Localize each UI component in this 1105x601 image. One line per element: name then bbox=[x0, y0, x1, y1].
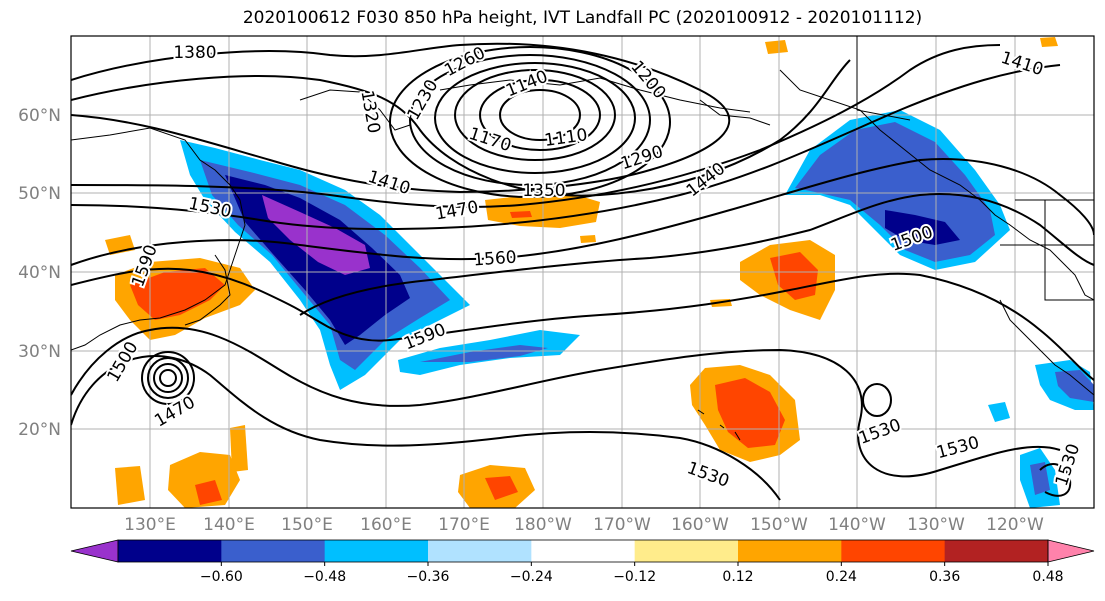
colorbar-tick-label: −0.12 bbox=[613, 569, 656, 585]
colorbar-tick-label: 0.36 bbox=[929, 569, 960, 585]
colorbar-bin bbox=[738, 540, 842, 562]
lat-label-30n: 30°N bbox=[18, 342, 61, 362]
colorbar-bin bbox=[634, 540, 739, 562]
colorbar bbox=[70, 539, 1095, 566]
lon-label-140e: 140°E bbox=[203, 515, 255, 535]
lon-label-170e: 170°E bbox=[438, 515, 490, 535]
colorbar-bin bbox=[118, 540, 222, 562]
colorbar-tick-label: −0.48 bbox=[303, 569, 346, 585]
graticule bbox=[71, 36, 1094, 508]
contour-label: 1350 bbox=[522, 181, 565, 201]
contour-label: 1560 bbox=[473, 248, 518, 271]
contour-label: 1380 bbox=[173, 43, 216, 63]
map-title: 2020100612 F030 850 hPa height, IVT Land… bbox=[242, 8, 923, 28]
colorbar-bin bbox=[428, 540, 532, 562]
colorbar-tick-label: −0.36 bbox=[407, 569, 450, 585]
lon-label-180w: 180°W bbox=[514, 515, 572, 535]
lon-label-120w: 120°W bbox=[986, 515, 1044, 535]
colorbar-tick-label: −0.24 bbox=[510, 569, 553, 585]
coastlines bbox=[71, 36, 1094, 441]
colorbar-bin bbox=[841, 540, 946, 562]
height-contours bbox=[71, 42, 1094, 501]
colorbar-tick-label: 0.48 bbox=[1032, 569, 1063, 585]
map-frame bbox=[70, 35, 1095, 509]
colorbar-tick-label: −0.60 bbox=[200, 569, 243, 585]
lat-label-40n: 40°N bbox=[18, 263, 61, 283]
lat-label-60n: 60°N bbox=[18, 106, 61, 126]
latitude-labels: 60°N 50°N 40°N 30°N 20°N bbox=[18, 106, 61, 440]
lon-label-130w: 130°W bbox=[907, 515, 965, 535]
colorbar-frame bbox=[117, 539, 1049, 563]
colorbar-extend-high bbox=[1047, 539, 1095, 563]
lon-label-140w: 140°W bbox=[828, 515, 886, 535]
colorbar-bin bbox=[324, 540, 429, 562]
colorbar-tick-label: 0.24 bbox=[826, 569, 857, 585]
colorbar-tick-label: 0.12 bbox=[722, 569, 753, 585]
lon-label-170w: 170°W bbox=[593, 515, 651, 535]
lat-label-20n: 20°N bbox=[18, 420, 61, 440]
colorbar-bin bbox=[221, 540, 326, 562]
ivt-negative-shading bbox=[180, 110, 1094, 508]
lon-label-150e: 150°E bbox=[281, 515, 333, 535]
lon-label-160e: 160°E bbox=[360, 515, 412, 535]
colorbar-tick-labels: −0.60 −0.48 −0.36 −0.24 −0.12 0.12 0.24 0.36 0.4… bbox=[200, 569, 1064, 585]
lon-label-160w: 160°W bbox=[671, 515, 729, 535]
longitude-labels: 130°E 140°E 150°E 160°E 170°E 180°W 170°… bbox=[124, 515, 1044, 535]
lon-label-150w: 150°W bbox=[750, 515, 808, 535]
colorbar-bin bbox=[944, 540, 1049, 562]
lon-label-130e: 130°E bbox=[124, 515, 176, 535]
colorbar-extend-low bbox=[70, 539, 119, 563]
contour-label: 1110 bbox=[543, 125, 589, 151]
colorbar-bin bbox=[531, 540, 636, 562]
lat-label-50n: 50°N bbox=[18, 184, 61, 204]
